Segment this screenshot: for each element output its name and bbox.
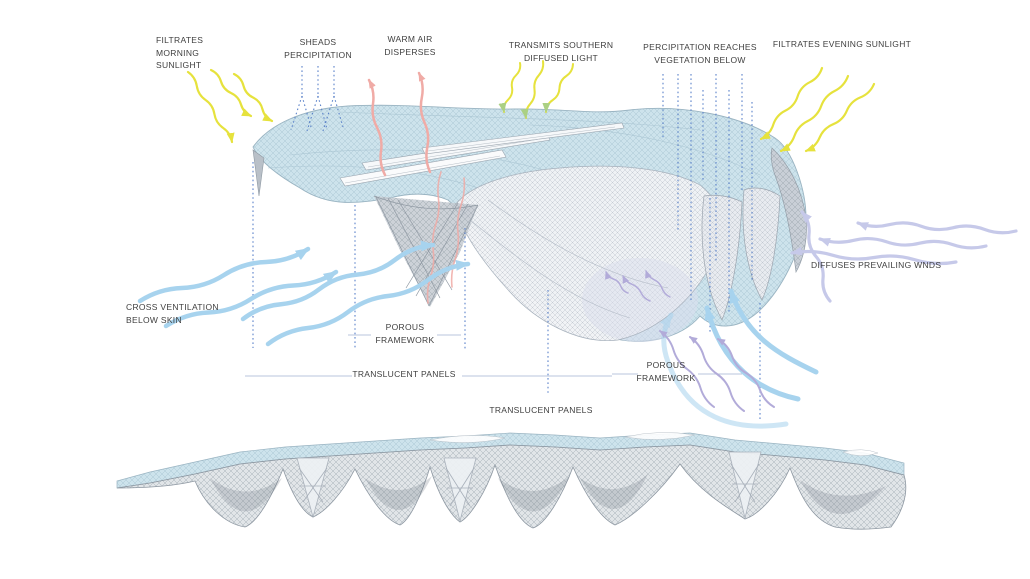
porous-framework-cone-left [373,195,479,307]
label-porous-framework-left: POROUS FRAMEWORK [375,322,435,345]
canopy-valley [454,165,721,342]
label-transmits-southern-diffused-light: TRANSMITS SOUTHERN DIFFUSED LIGHT [508,40,614,63]
morning-sunlight-arrows [186,68,274,144]
porous-airflow-arrows [605,270,775,412]
sheads-dotted-lines [290,66,344,132]
cross-ventilation-arrows [137,240,471,347]
canopy-perspective-view [252,104,807,342]
dotted-guide-lines [252,162,761,420]
evening-sunlight-arrows [759,66,876,153]
precipitation-dotted-lines [662,74,753,312]
label-translucent-panels-lower: TRANSLUCENT PANELS [489,405,593,415]
porous-framework-cones-right [701,147,807,321]
truss-openings [339,122,625,187]
left-edge-shard [252,149,265,197]
label-translucent-panels-upper: TRANSLUCENT PANELS [352,369,456,379]
label-filtrates-evening-sunlight: FILTRATES EVENING SUNLIGHT [772,39,912,49]
label-leader-lines [245,334,742,377]
label-porous-framework-right: POROUS FRAMEWORK [636,360,696,383]
bowl-shading [210,474,886,515]
prevailing-wind-arrows [790,210,1018,303]
southern-light-arrows [498,60,574,119]
canopy-elevation-view [116,432,907,530]
label-percipitation-reaches-vegetation-below: PERCIPITATION REACHES VEGETATION BELOW [643,42,757,65]
label-cross-ventilation-below-skin: CROSS VENTILATION BELOW SKIN [126,302,219,325]
label-filtrates-morning-sunlight: FILTRATES MORNING SUNLIGHT [156,35,204,70]
elevation-truss-patches [429,432,879,456]
label-sheads-percipitation: SHEADS PERCIPITATION [284,37,352,60]
label-warm-air-disperses: WARM AIR DISPERSES [384,34,436,57]
label-diffuses-prevailing-wnds: DIFFUSES PREVAILING WNDS [811,260,942,270]
lattice-cones [296,451,762,522]
